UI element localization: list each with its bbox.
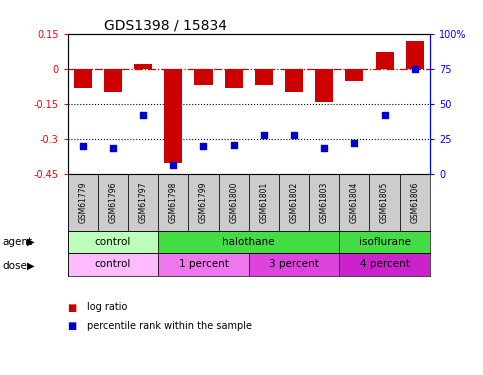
Text: ■: ■ xyxy=(68,321,77,331)
Text: agent: agent xyxy=(2,237,32,247)
Bar xyxy=(73,69,92,88)
Bar xyxy=(255,69,273,86)
Text: percentile rank within the sample: percentile rank within the sample xyxy=(87,321,252,331)
Text: GSM61804: GSM61804 xyxy=(350,182,359,223)
Text: GSM61806: GSM61806 xyxy=(410,182,419,223)
Point xyxy=(79,143,86,149)
FancyBboxPatch shape xyxy=(188,174,219,231)
Text: control: control xyxy=(95,260,131,269)
Text: ▶: ▶ xyxy=(27,237,34,247)
Point xyxy=(109,145,117,151)
Text: GDS1398 / 15834: GDS1398 / 15834 xyxy=(104,19,227,33)
FancyBboxPatch shape xyxy=(158,253,249,276)
Point xyxy=(170,162,177,168)
Text: 3 percent: 3 percent xyxy=(269,260,319,269)
FancyBboxPatch shape xyxy=(400,174,430,231)
Text: GSM61805: GSM61805 xyxy=(380,182,389,223)
Point xyxy=(320,145,328,151)
FancyBboxPatch shape xyxy=(249,174,279,231)
Text: log ratio: log ratio xyxy=(87,303,128,312)
Text: halothane: halothane xyxy=(223,237,275,247)
Text: GSM61803: GSM61803 xyxy=(320,182,329,223)
Bar xyxy=(345,69,364,81)
FancyBboxPatch shape xyxy=(279,174,309,231)
Point xyxy=(351,141,358,147)
Text: ▶: ▶ xyxy=(27,261,34,271)
Bar xyxy=(315,69,333,102)
Point xyxy=(139,112,147,118)
Bar xyxy=(376,53,394,69)
Text: dose: dose xyxy=(2,261,28,271)
FancyBboxPatch shape xyxy=(339,174,369,231)
Bar xyxy=(225,69,242,88)
Bar xyxy=(104,69,122,92)
FancyBboxPatch shape xyxy=(158,231,339,253)
Point xyxy=(260,132,268,138)
FancyBboxPatch shape xyxy=(128,174,158,231)
FancyBboxPatch shape xyxy=(68,174,98,231)
FancyBboxPatch shape xyxy=(68,253,158,276)
Bar xyxy=(406,41,424,69)
Text: 4 percent: 4 percent xyxy=(360,260,410,269)
FancyBboxPatch shape xyxy=(249,253,339,276)
FancyBboxPatch shape xyxy=(309,174,339,231)
Text: GSM61797: GSM61797 xyxy=(139,182,148,223)
FancyBboxPatch shape xyxy=(219,174,249,231)
Text: ■: ■ xyxy=(68,303,77,312)
Text: control: control xyxy=(95,237,131,247)
Bar xyxy=(285,69,303,92)
FancyBboxPatch shape xyxy=(158,174,188,231)
Text: GSM61796: GSM61796 xyxy=(108,182,117,223)
Text: GSM61801: GSM61801 xyxy=(259,182,269,223)
Bar xyxy=(164,69,183,163)
Text: GSM61799: GSM61799 xyxy=(199,182,208,223)
Point xyxy=(199,143,207,149)
FancyBboxPatch shape xyxy=(339,253,430,276)
Point xyxy=(411,66,419,72)
FancyBboxPatch shape xyxy=(369,174,400,231)
Point xyxy=(290,132,298,138)
Text: GSM61800: GSM61800 xyxy=(229,182,238,223)
FancyBboxPatch shape xyxy=(68,231,158,253)
Text: 1 percent: 1 percent xyxy=(179,260,228,269)
Text: GSM61798: GSM61798 xyxy=(169,182,178,223)
Text: GSM61779: GSM61779 xyxy=(78,182,87,223)
Bar xyxy=(134,64,152,69)
Text: isoflurane: isoflurane xyxy=(358,237,411,247)
Bar xyxy=(195,69,213,86)
FancyBboxPatch shape xyxy=(339,231,430,253)
Point xyxy=(381,112,388,118)
Point xyxy=(230,142,238,148)
FancyBboxPatch shape xyxy=(98,174,128,231)
Text: GSM61802: GSM61802 xyxy=(289,182,298,223)
